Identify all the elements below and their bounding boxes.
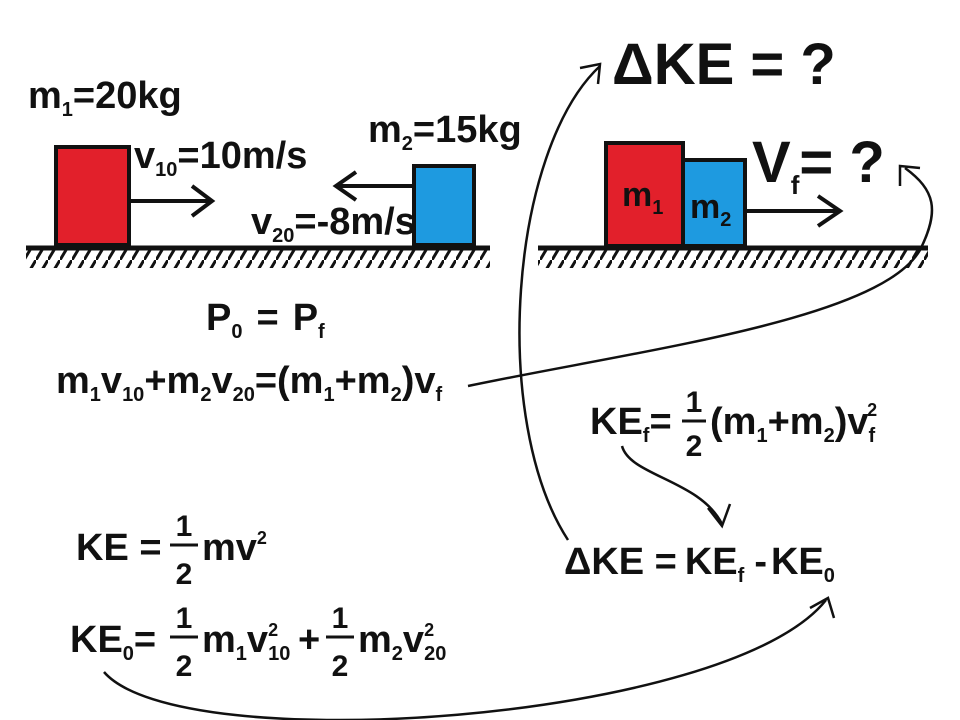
combined-block-m1 — [604, 141, 685, 248]
momentum-equation: m1v10+m2v20=(m1+m2)vf — [56, 360, 443, 406]
arrow-to-vf-head — [898, 164, 921, 186]
v2-arrow — [332, 170, 412, 202]
arrow-to-delta-ke-head — [579, 62, 602, 85]
right-scene: m1 m2 ΔKE = ? Vf= ? — [538, 32, 928, 268]
svg-text:1: 1 — [686, 386, 703, 419]
v1-arrow — [131, 184, 216, 218]
arrow-kef-to-delta — [620, 445, 724, 525]
svg-text:KE0=: KE0= — [70, 619, 156, 665]
arrow-to-delta-ke — [518, 65, 601, 541]
left-scene: m1=20kg v10=10m/s m2=15kg v20=-8m/s — [26, 75, 522, 268]
v1-label: v10=10m/s — [134, 135, 307, 181]
svg-text:+: + — [298, 619, 320, 661]
vf-question: Vf= ? — [752, 130, 885, 200]
svg-text:2: 2 — [332, 650, 349, 683]
arrow-kef-to-delta-head — [707, 503, 732, 529]
arrow-ke0-to-delta — [103, 599, 827, 720]
svg-text:2: 2 — [176, 650, 193, 683]
combined-block-m2-label: m2 — [690, 188, 731, 231]
combined-block-m2 — [681, 158, 747, 248]
svg-text:2: 2 — [176, 558, 193, 591]
combined-block-m1-label: m1 — [622, 176, 663, 219]
m1-label: m1=20kg — [28, 75, 182, 121]
svg-text:1: 1 — [176, 602, 193, 635]
block-m1 — [54, 145, 131, 247]
svg-text:1: 1 — [176, 510, 193, 543]
ground-left — [26, 245, 490, 268]
ke-general-equation: KE = 1 2 mv2 — [76, 510, 267, 591]
arrow-to-vf — [467, 166, 934, 388]
svg-text:2: 2 — [686, 430, 703, 463]
vf-arrow — [746, 194, 844, 228]
ke-initial-equation: KE0= 1 2 m1v2 10 + 1 2 m2v2 20 — [70, 602, 446, 683]
delta-ke-equation: ΔKE = KEf - KE0 — [564, 541, 835, 587]
m2-label: m2=15kg — [368, 109, 522, 155]
delta-ke-question: ΔKE = ? — [612, 32, 836, 97]
ke-final-equation: KEf= 1 2 (m1+m2)vf2 — [590, 386, 877, 463]
arrow-ke0-to-delta-head — [809, 596, 836, 619]
ground-right — [538, 245, 928, 268]
block-m2 — [412, 164, 476, 247]
svg-text:KEf=: KEf= — [590, 401, 672, 447]
svg-text:mv2: mv2 — [202, 527, 267, 569]
v2-label: v20=-8m/s — [251, 201, 416, 247]
svg-text:KE =: KE = — [76, 527, 162, 569]
connector-arrows — [103, 62, 934, 720]
svg-text:(m1+m2)vf2: (m1+m2)vf2 — [710, 400, 877, 447]
svg-text:1: 1 — [332, 602, 349, 635]
momentum-conservation: P0 = Pf — [206, 297, 325, 343]
